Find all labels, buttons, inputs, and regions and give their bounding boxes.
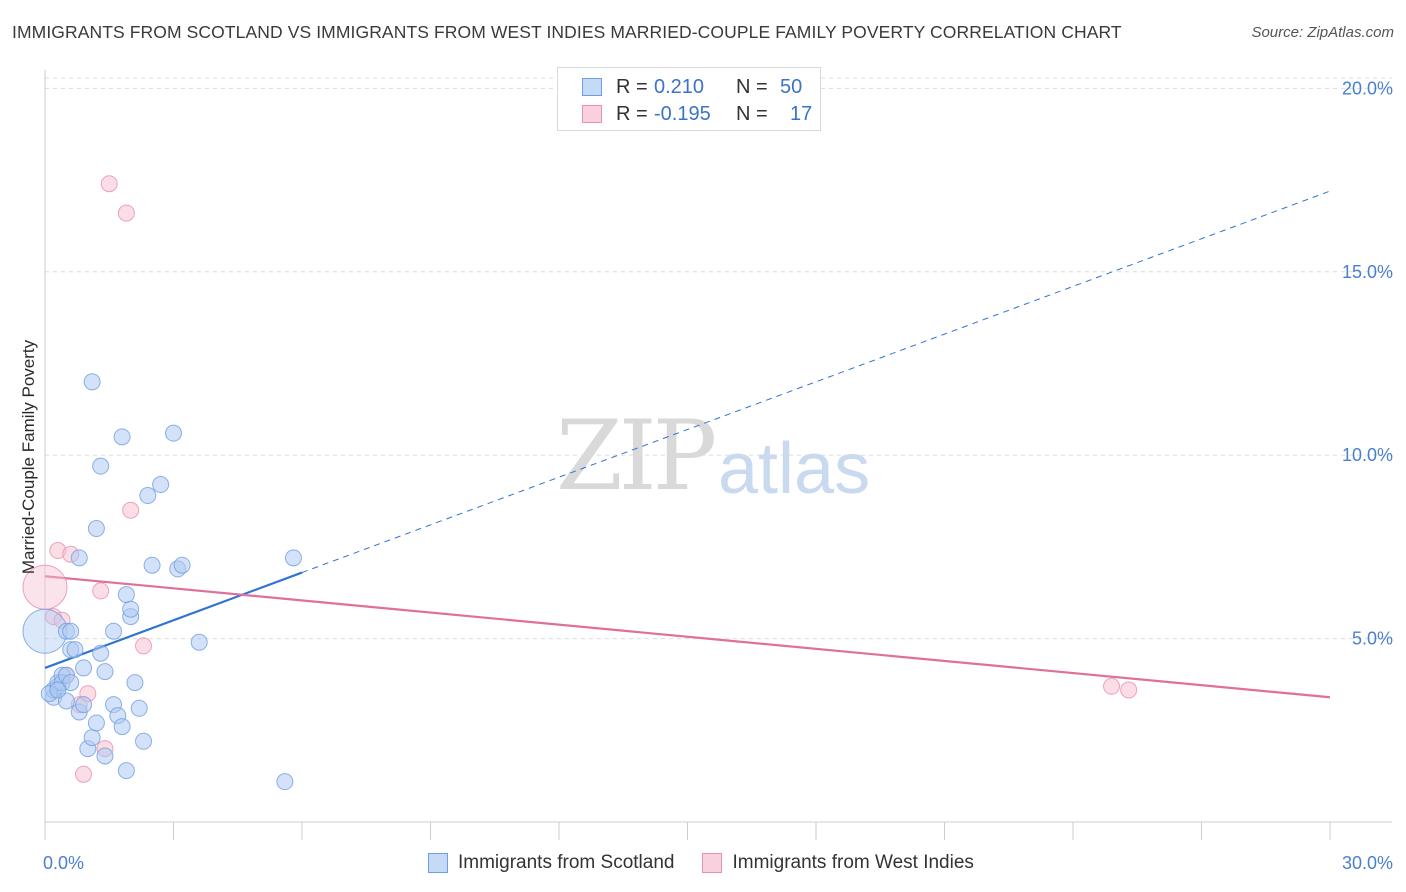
y-tick-label: 10.0% [1342,445,1393,465]
westindies-trendline [44,575,1331,699]
series-legend: Immigrants from Scotland Immigrants from… [428,852,1002,874]
y-tick-label: 15.0% [1342,262,1393,282]
watermark-atlas: atlas [718,429,871,509]
westindies-legend-swatch [702,853,723,873]
watermark-zip: ZIP [556,400,717,512]
westindies-point [75,765,93,783]
scotland-point [75,696,93,714]
r-value-westindies: -0.195 [654,102,711,125]
source-label: Source: ZipAtlas.com [1251,24,1394,41]
scotland-point [276,773,294,791]
trend-lines [44,190,1331,699]
scotland-legend-label: Immigrants from Scotland [458,852,675,873]
scotland-point [87,714,105,732]
x-tick-label: 0.0% [43,853,84,873]
legend-item-westindies[interactable]: Immigrants from West Indies [702,852,974,874]
y-axis-label: Married-Couple Family Poverty [19,339,38,574]
westindies-point [100,175,118,193]
scotland-point [75,659,93,677]
scotland-point [122,600,140,618]
scotland-point [190,633,208,651]
scotland-point [126,674,144,692]
scotland-point [152,476,170,494]
scotland-trendline-extension [301,190,1331,574]
legend-row-westindies: R = -0.195 N = 17 [582,101,812,127]
stats-legend: R = 0.210 N = 50 R = -0.195 N = 17 [557,67,821,131]
legend-row-scotland: R = 0.210 N = 50 [582,74,802,100]
scotland-point [113,428,131,446]
scotland-point [66,641,84,659]
data-points [22,175,1138,791]
r-label: R = [616,75,648,98]
scotland-point [62,674,80,692]
scotland-point [87,520,105,538]
scotland-point [70,549,88,567]
westindies-point [135,637,153,655]
scotland-legend-swatch [428,853,448,873]
westindies-point [1120,681,1138,699]
westindies-legend-label: Immigrants from West Indies [732,852,974,873]
scotland-point [117,586,135,604]
scotland-point [165,424,182,442]
scotland-point [135,732,153,750]
scotland-point [96,747,114,765]
scotland-point [49,681,67,699]
scotland-point [96,663,114,681]
scotland-point [83,373,101,391]
westindies-point [1103,677,1121,695]
westindies-point [122,501,140,519]
scotland-point [284,549,302,567]
scotland-point [113,718,131,736]
x-tick-label: 30.0% [1342,853,1393,873]
tick-labels: 5.0% 10.0% 15.0% 20.0% 0.0% 30.0% [43,78,1393,873]
scotland-point [130,699,148,717]
westindies-swatch [582,105,602,123]
scotland-point [83,729,101,747]
n-label: N = [736,102,768,125]
scotland-point [92,457,110,475]
chart-title: IMMIGRANTS FROM SCOTLAND VS IMMIGRANTS F… [12,22,1122,42]
y-tick-label: 5.0% [1352,629,1393,649]
legend-item-scotland[interactable]: Immigrants from Scotland [428,852,674,874]
westindies-point [92,582,110,600]
scotland-trendline [44,571,303,669]
scotland-point [92,644,110,662]
scotland-point [143,556,161,574]
y-tick-label: 20.0% [1342,78,1393,98]
scotland-point [62,622,80,640]
r-label: R = [616,102,648,125]
r-value-scotland: 0.210 [654,75,705,98]
n-label: N = [736,75,768,98]
scotland-point [105,622,123,640]
scotland-point [139,487,157,505]
grid-lines [45,77,1392,640]
scotland-point [117,762,135,780]
scotland-point [173,556,191,574]
n-value-scotland: 50 [780,75,803,98]
westindies-point [117,204,135,222]
scotland-swatch [582,78,602,96]
n-value-westindies: 17 [790,102,813,125]
